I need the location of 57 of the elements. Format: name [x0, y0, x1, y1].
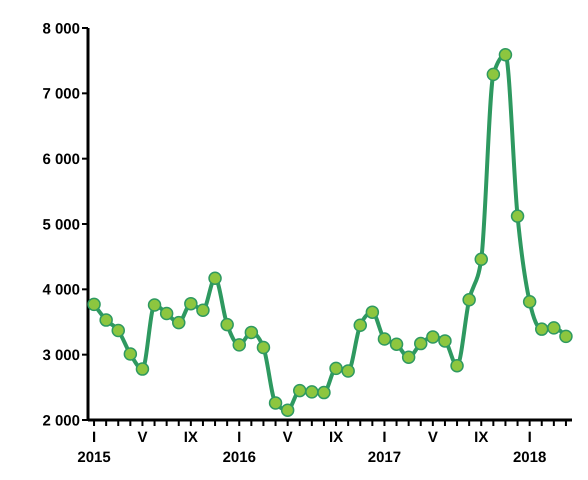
point [474, 252, 488, 266]
y-tick-label: 6 000 [42, 150, 80, 168]
point [172, 316, 186, 330]
point [329, 362, 343, 376]
point [378, 332, 392, 346]
point [317, 386, 331, 400]
x-tick-label: I 2018 [512, 429, 546, 466]
point [559, 330, 573, 344]
x-tick-label: I 2016 [222, 429, 256, 466]
x-tick-label: I 2015 [77, 429, 111, 466]
point [112, 324, 125, 338]
point [293, 384, 306, 398]
point [268, 396, 282, 410]
point [136, 362, 150, 376]
point [450, 359, 464, 373]
point [87, 298, 101, 312]
x-tick-label: V [137, 429, 148, 446]
point [414, 336, 428, 350]
point [305, 385, 319, 399]
point [256, 340, 270, 354]
x-tick-label: IX [474, 429, 488, 446]
x-tick-label: V [428, 429, 438, 446]
point [99, 313, 113, 327]
point [160, 306, 174, 320]
point [280, 403, 294, 417]
point [366, 305, 380, 319]
point [547, 321, 561, 335]
point [498, 48, 512, 62]
point [124, 347, 138, 361]
y-tick-label: 3 000 [42, 346, 80, 364]
point [208, 271, 222, 285]
point [426, 330, 440, 344]
y-tick-label: 7 000 [42, 86, 80, 103]
point [341, 364, 355, 378]
point [354, 318, 367, 332]
point [402, 350, 416, 364]
x-tick-label: IX [328, 429, 344, 446]
point [522, 294, 536, 308]
point [184, 296, 198, 310]
point [486, 68, 500, 82]
y-tick-label: 2 000 [42, 412, 80, 430]
x-tick-label: I 2017 [368, 429, 402, 466]
point [232, 338, 246, 352]
point [438, 334, 452, 348]
x-tick-label: V [282, 429, 293, 446]
point [196, 303, 210, 317]
point [244, 326, 258, 340]
point [148, 298, 162, 312]
point [535, 322, 548, 336]
y-tick-label: 5 000 [42, 216, 80, 234]
x-tick-label: IX [184, 429, 198, 446]
point [510, 209, 524, 223]
y-tick-label: 8 000 [42, 20, 80, 38]
point [462, 293, 476, 307]
y-tick-label: 4 000 [42, 282, 80, 299]
point [220, 318, 234, 332]
point [390, 337, 404, 351]
